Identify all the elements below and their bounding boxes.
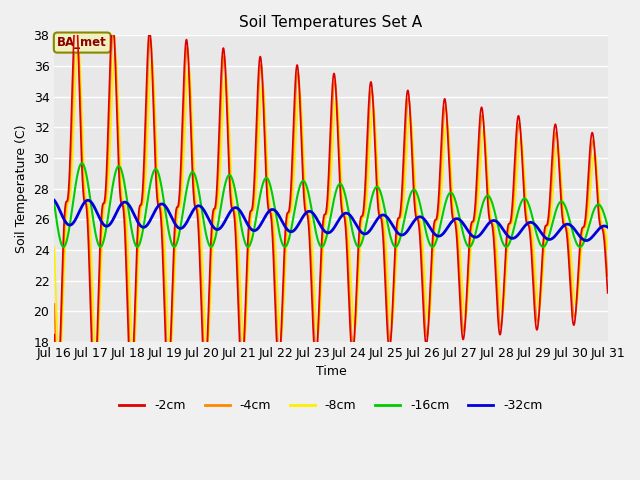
-4cm [580,224,588,230]
-8cm [604,247,611,252]
-4cm [574,287,582,293]
Text: BA_met: BA_met [58,36,107,49]
-16cm [78,160,86,166]
-16cm [604,223,611,229]
-4cm [455,257,463,263]
Line: -32cm: -32cm [54,200,607,240]
Line: -2cm: -2cm [54,14,607,392]
-2cm [455,276,463,282]
-4cm [239,358,246,363]
-32cm [470,234,478,240]
-16cm [51,201,58,207]
-16cm [580,238,588,243]
Y-axis label: Soil Temperature (C): Soil Temperature (C) [15,124,28,253]
-4cm [51,301,58,307]
-32cm [84,197,92,203]
-2cm [239,363,246,369]
-16cm [60,244,67,250]
-32cm [455,216,463,222]
-2cm [580,222,588,228]
-4cm [73,19,81,25]
X-axis label: Time: Time [316,365,346,378]
-8cm [51,244,58,250]
-2cm [72,12,79,17]
-2cm [54,389,61,395]
Line: -8cm: -8cm [54,45,607,361]
-8cm [470,219,478,225]
-16cm [312,231,320,237]
-32cm [239,212,246,217]
-16cm [455,212,463,217]
-32cm [582,238,590,243]
-8cm [580,225,588,231]
-16cm [239,229,246,235]
-32cm [312,215,320,221]
-16cm [574,242,582,248]
-2cm [604,290,611,296]
-8cm [455,230,463,236]
-4cm [54,382,62,387]
-4cm [470,216,478,222]
-4cm [604,273,611,279]
-16cm [470,234,478,240]
-2cm [574,279,582,285]
-32cm [604,224,611,230]
-32cm [51,197,58,203]
-32cm [580,237,588,243]
-8cm [239,325,246,331]
-8cm [56,359,63,364]
Line: -16cm: -16cm [54,163,607,247]
-32cm [573,230,581,236]
-2cm [51,332,58,337]
-4cm [312,348,320,354]
Line: -4cm: -4cm [54,22,607,384]
-8cm [312,320,320,325]
-8cm [574,295,582,301]
-8cm [74,42,82,48]
Title: Soil Temperatures Set A: Soil Temperatures Set A [239,15,422,30]
-2cm [312,353,320,359]
Legend: -2cm, -4cm, -8cm, -16cm, -32cm: -2cm, -4cm, -8cm, -16cm, -32cm [115,394,548,417]
-2cm [470,210,478,216]
